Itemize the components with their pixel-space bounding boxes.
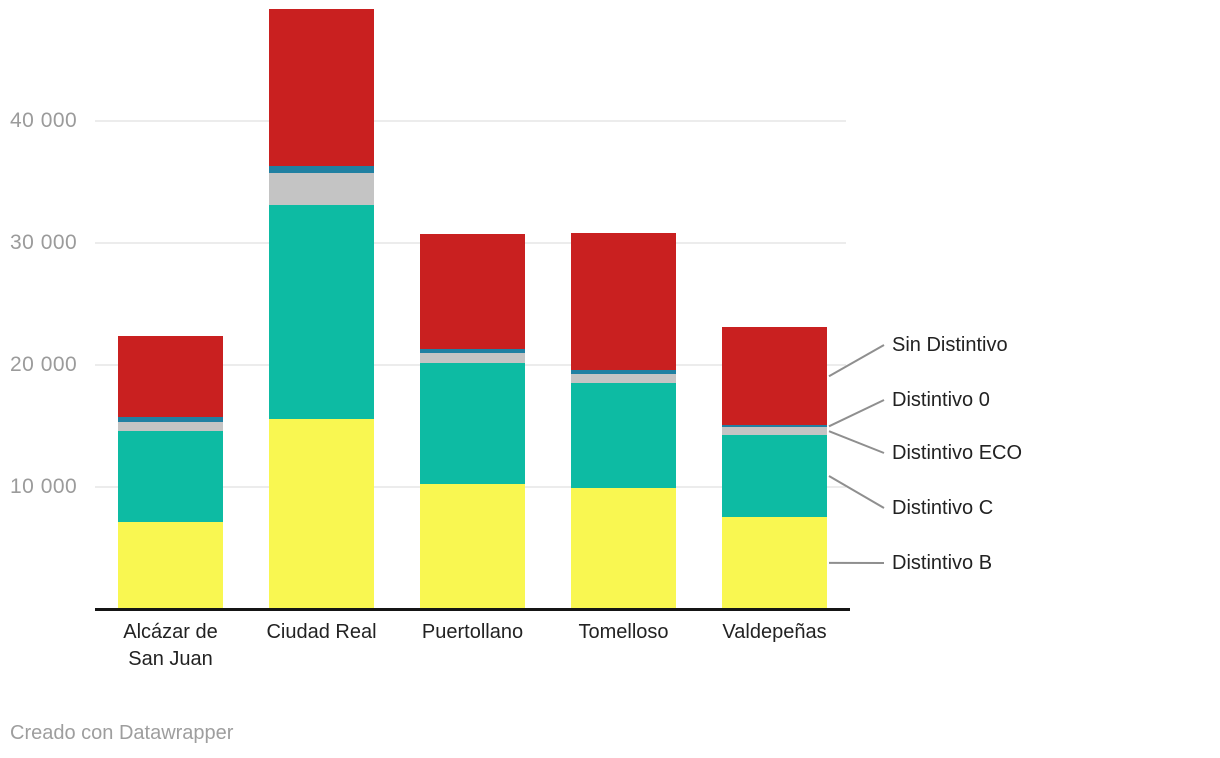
- bar-segment-distintivo-b-tomelloso[interactable]: [571, 488, 676, 609]
- bar-segment-distintivo-b-alcázar-de-san-juan[interactable]: [118, 522, 223, 609]
- x-category-label: Tomelloso: [578, 621, 669, 643]
- y-tick-label: 10 000: [10, 475, 78, 498]
- gridline-40000: [95, 120, 846, 122]
- x-axis-line: [95, 608, 850, 611]
- x-category-label: Alcázar de San Juan: [123, 621, 218, 670]
- legend-label-distintivo-eco: Distintivo ECO: [892, 442, 1023, 464]
- bar-segment-distintivo-eco-tomelloso[interactable]: [571, 374, 676, 384]
- bar-segment-distintivo-c-puertollano[interactable]: [420, 363, 525, 484]
- bar-segment-sin-distintivo-ciudad-real[interactable]: [269, 8, 374, 167]
- bar-segment-distintivo-eco-puertollano[interactable]: [420, 353, 525, 364]
- x-category-label: Ciudad Real: [266, 621, 377, 643]
- bar-segment-distintivo-c-ciudad-real[interactable]: [269, 205, 374, 419]
- bar-segment-distintivo-c-valdepeñas[interactable]: [722, 435, 827, 517]
- y-tick-label: 40 000: [10, 109, 78, 132]
- bar-segment-distintivo-b-ciudad-real[interactable]: [269, 418, 374, 609]
- bar-segment-distintivo-0-valdepeñas[interactable]: [722, 425, 827, 428]
- bar-segment-distintivo-b-puertollano[interactable]: [420, 483, 525, 609]
- bar-segment-distintivo-0-tomelloso[interactable]: [571, 369, 676, 375]
- leader-line-sin-distintivo: [828, 344, 885, 378]
- y-tick-label: 30 000: [10, 231, 78, 254]
- bar-segment-sin-distintivo-alcázar-de-san-juan[interactable]: [118, 335, 223, 418]
- bar-segment-distintivo-eco-ciudad-real[interactable]: [269, 173, 374, 206]
- datawrapper-credit-link[interactable]: Creado con Datawrapper: [10, 722, 234, 744]
- legend-label-distintivo-b: Distintivo B: [892, 552, 993, 574]
- bar-segment-distintivo-c-tomelloso[interactable]: [571, 383, 676, 489]
- bar-segment-distintivo-eco-alcázar-de-san-juan[interactable]: [118, 421, 223, 432]
- leader-line-distintivo-0: [828, 399, 885, 428]
- leader-line-distintivo-eco: [828, 430, 885, 454]
- y-tick-label: 20 000: [10, 353, 78, 376]
- bar-segment-sin-distintivo-tomelloso[interactable]: [571, 232, 676, 370]
- bar-segment-distintivo-eco-valdepeñas[interactable]: [722, 427, 827, 436]
- bar-segment-distintivo-0-alcázar-de-san-juan[interactable]: [118, 417, 223, 422]
- leader-line-distintivo-c: [828, 475, 885, 509]
- bar-segment-distintivo-c-alcázar-de-san-juan[interactable]: [118, 431, 223, 523]
- legend-label-distintivo-0: Distintivo 0: [892, 389, 990, 411]
- bar-segment-sin-distintivo-valdepeñas[interactable]: [722, 327, 827, 426]
- x-category-label: Puertollano: [421, 621, 524, 643]
- bar-segment-distintivo-b-valdepeñas[interactable]: [722, 516, 827, 609]
- x-category-label: Valdepeñas: [722, 621, 827, 643]
- bar-segment-sin-distintivo-puertollano[interactable]: [420, 234, 525, 349]
- bar-segment-distintivo-0-ciudad-real[interactable]: [269, 166, 374, 174]
- bar-segment-distintivo-0-puertollano[interactable]: [420, 348, 525, 354]
- legend-label-distintivo-c: Distintivo C: [892, 497, 994, 519]
- legend-label-sin-distintivo: Sin Distintivo: [892, 334, 1008, 356]
